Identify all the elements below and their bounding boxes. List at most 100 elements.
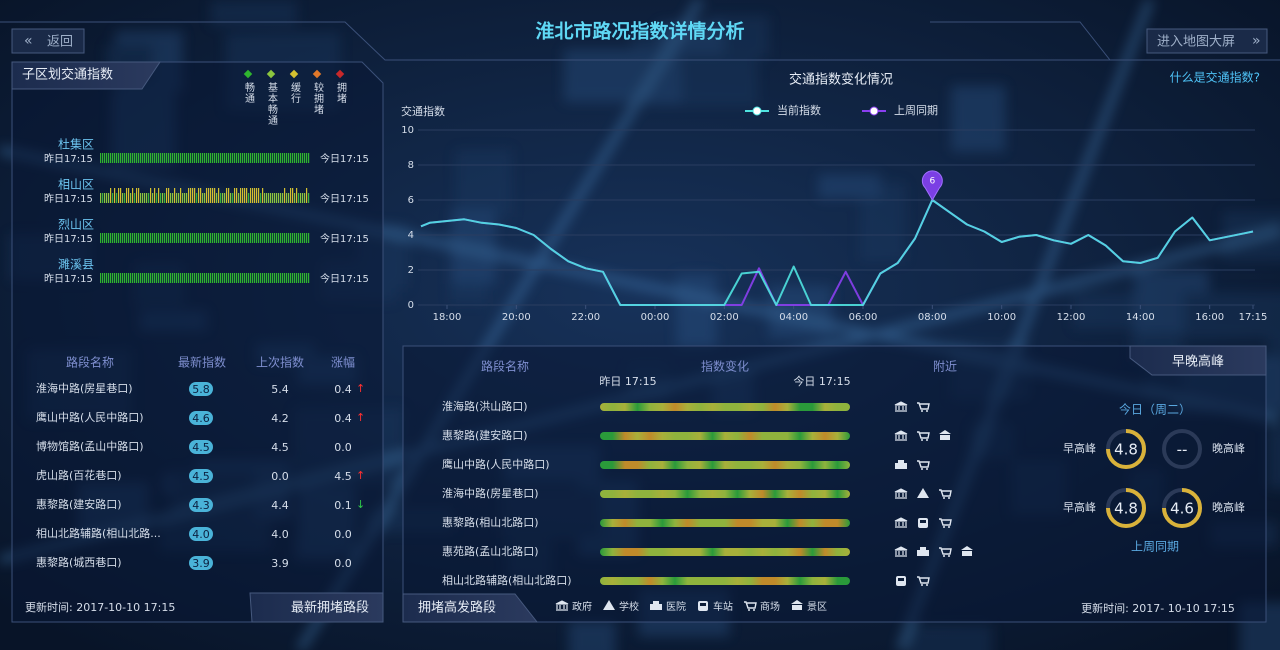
strip-bar bbox=[152, 193, 154, 203]
panel-tab bbox=[402, 593, 539, 623]
district-start: 昨日17:15 bbox=[44, 273, 93, 285]
strip-bar bbox=[248, 153, 250, 163]
strip-bar bbox=[186, 273, 188, 283]
strip-bar bbox=[296, 233, 298, 243]
help-link[interactable]: 什么是交通指数? bbox=[1170, 70, 1260, 85]
strip-bar bbox=[110, 153, 112, 163]
strip-bar bbox=[268, 193, 270, 203]
strip-bar bbox=[156, 233, 158, 243]
strip-bar bbox=[260, 233, 262, 243]
strip-bar bbox=[160, 233, 162, 243]
strip-bar bbox=[232, 153, 234, 163]
strip-bar bbox=[102, 153, 104, 163]
strip-bar bbox=[128, 188, 130, 203]
strip-bar bbox=[234, 188, 236, 203]
change: 0.4 bbox=[334, 412, 352, 425]
strip-bar bbox=[300, 273, 302, 283]
gauge-value: -- bbox=[1177, 441, 1188, 459]
last-week-label: 上周同期 bbox=[1131, 540, 1179, 554]
series-line bbox=[420, 199, 1254, 306]
strip-bar bbox=[228, 273, 230, 283]
strip-bar bbox=[156, 153, 158, 163]
strip-bar bbox=[226, 273, 228, 283]
strip-bar bbox=[230, 273, 232, 283]
poi-icon bbox=[894, 401, 908, 412]
strip-bar bbox=[118, 153, 120, 163]
strip-bar bbox=[156, 273, 158, 283]
change: 0.1 bbox=[334, 499, 352, 512]
latest-index: 3.9 bbox=[192, 557, 210, 570]
strip-bar bbox=[266, 233, 268, 243]
strip-bar bbox=[220, 193, 222, 203]
strip-bar bbox=[272, 273, 274, 283]
strip-bar bbox=[136, 153, 138, 163]
strip-bar bbox=[180, 188, 182, 203]
change: 0.0 bbox=[334, 441, 352, 454]
strip-bar bbox=[212, 153, 214, 163]
strip-bar bbox=[114, 188, 116, 203]
strip-bar bbox=[114, 273, 116, 283]
strip-bar bbox=[122, 233, 124, 243]
strip-bar bbox=[222, 233, 224, 243]
strip-bar bbox=[244, 233, 246, 243]
poi-icon bbox=[943, 497, 945, 499]
strip-bar bbox=[230, 153, 232, 163]
strip-bar bbox=[208, 153, 210, 163]
tab-label[interactable]: 最新拥堵路段 bbox=[291, 600, 369, 616]
strip-bar bbox=[208, 233, 210, 243]
strip-bar bbox=[186, 193, 188, 203]
strip-bar bbox=[154, 233, 156, 243]
y-tick-label: 4 bbox=[408, 230, 414, 241]
strip-bar bbox=[238, 273, 240, 283]
x-tick-label: 02:00 bbox=[710, 312, 739, 323]
back-label[interactable]: 返回 bbox=[47, 35, 73, 50]
strip-bar bbox=[292, 153, 294, 163]
tab-label[interactable]: 拥堵高发路段 bbox=[418, 600, 496, 616]
strip-bar bbox=[112, 273, 114, 283]
road-name: 博物馆路(孟山中路口) bbox=[36, 439, 144, 453]
map-button-label[interactable]: 进入地图大屏 bbox=[1157, 35, 1235, 50]
strip-bar bbox=[252, 153, 254, 163]
strip-bar bbox=[288, 273, 290, 283]
strip-bar bbox=[100, 153, 102, 163]
strip-bar bbox=[236, 233, 238, 243]
strip-bar bbox=[106, 273, 108, 283]
strip-bar bbox=[246, 273, 248, 283]
strip-bar bbox=[132, 153, 134, 163]
strip-bar bbox=[192, 188, 194, 203]
legend-label: 基本畅通 bbox=[266, 81, 278, 126]
road-name: 淮海中路(房星巷口) bbox=[442, 486, 539, 500]
map-block bbox=[568, 621, 616, 650]
strip-bar bbox=[130, 153, 132, 163]
trend-arrow: ↑ bbox=[356, 382, 365, 395]
strip-bar bbox=[230, 233, 232, 243]
strip-bar bbox=[172, 193, 174, 203]
poi-icon bbox=[921, 468, 923, 470]
poi-icon bbox=[748, 609, 750, 611]
strip-bar bbox=[232, 193, 234, 203]
strip-bar bbox=[174, 233, 176, 243]
strip-bar bbox=[128, 153, 130, 163]
strip-bar bbox=[212, 233, 214, 243]
back-button[interactable] bbox=[11, 28, 85, 54]
strip-bar bbox=[184, 233, 186, 243]
strip-bar bbox=[146, 273, 148, 283]
strip-bar bbox=[236, 188, 238, 203]
strip-bar bbox=[158, 188, 160, 203]
strip-bar bbox=[234, 233, 236, 243]
gauge-arc bbox=[1106, 488, 1146, 528]
road-name: 惠苑路(孟山北路口) bbox=[442, 544, 539, 558]
strip-bar bbox=[238, 153, 240, 163]
strip-bar bbox=[190, 273, 192, 283]
strip-bar bbox=[150, 153, 152, 163]
strip-bar bbox=[298, 193, 300, 203]
poi-icon bbox=[920, 520, 926, 523]
poi-icon bbox=[926, 584, 928, 586]
map-button[interactable] bbox=[1146, 28, 1268, 54]
strip-bar bbox=[308, 193, 310, 203]
strip-bar bbox=[112, 153, 114, 163]
poi-icon bbox=[917, 402, 930, 410]
strip-bar bbox=[306, 273, 308, 283]
strip-bar bbox=[274, 233, 276, 243]
strip-bar bbox=[300, 233, 302, 243]
